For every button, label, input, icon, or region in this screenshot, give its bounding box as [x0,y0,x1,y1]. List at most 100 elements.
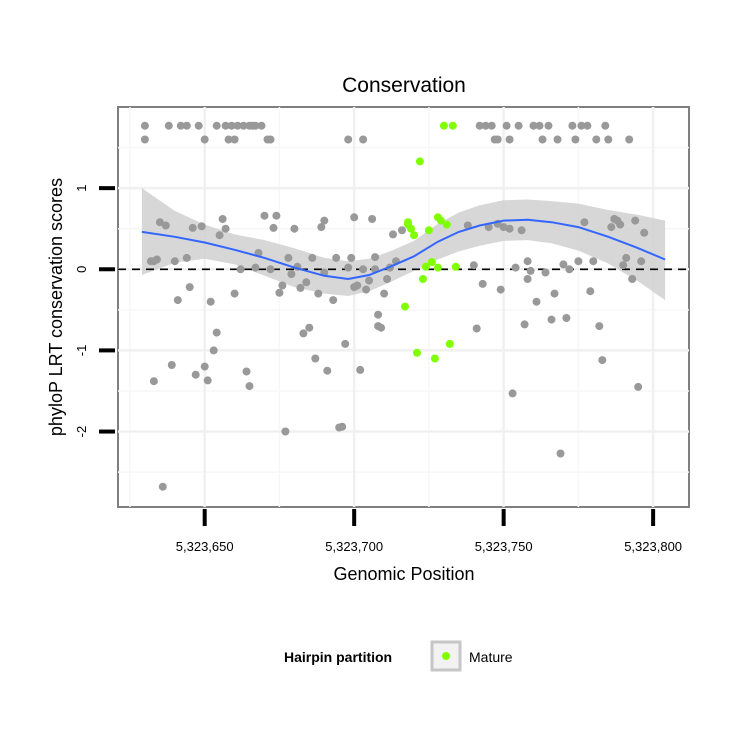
x-axis-title: Genomic Position [333,564,474,584]
other-point [215,231,224,240]
other-point [164,121,173,130]
mature-point [442,220,451,229]
other-point [197,222,206,231]
other-point [541,268,550,277]
other-point [257,121,266,130]
other-point [173,296,182,305]
other-point [619,261,628,270]
mature-point [401,302,409,311]
other-point [529,121,538,130]
other-point [398,226,406,235]
other-point [637,257,646,266]
other-point [607,223,616,232]
other-point [535,121,544,130]
other-point [571,135,580,144]
other-point [287,270,296,279]
other-point [625,135,634,144]
other-point [475,121,484,130]
other-point [266,265,275,274]
other-point [532,297,541,306]
other-point [185,283,194,292]
mature-point [433,263,442,272]
other-point [329,296,338,305]
other-points [140,121,649,491]
other-point [356,365,365,374]
other-point [380,289,389,298]
other-point [499,223,508,232]
other-point [302,278,311,287]
other-point [523,275,532,283]
other-point [323,366,332,375]
other-point [281,427,290,436]
other-point [377,323,386,332]
other-point [631,216,640,225]
other-point [203,376,212,385]
other-point [371,253,380,262]
other-point [224,135,233,144]
other-point [317,223,326,232]
other-point [544,121,553,130]
mature-point [427,258,436,266]
other-point [269,223,278,232]
other-point [170,257,179,266]
mature-point [418,275,427,283]
other-point [550,289,559,298]
y-axis: -2 -1 0 1 [74,185,115,437]
other-point [493,135,502,144]
other-point [320,216,329,225]
other-point [589,257,598,266]
other-point [580,218,589,227]
plot-panel [117,106,690,508]
other-point [149,377,158,386]
other-point [565,265,574,274]
mature-point [451,262,460,271]
other-point [583,121,592,130]
other-point [628,275,637,283]
other-point [347,253,356,262]
legend: Hairpin partition Mature [284,640,513,672]
other-point [266,135,275,144]
other-point [562,314,571,322]
other-point [553,135,562,144]
other-point [344,135,353,144]
other-point [200,135,209,144]
other-point [362,285,371,294]
other-point [140,121,149,130]
mature-point [430,354,439,363]
other-point [604,135,613,144]
y-tick-label: 1 [74,185,89,192]
x-tick-label: 5,323,750 [475,539,533,554]
other-point [389,230,397,239]
other-point [188,223,197,232]
other-point [484,223,493,232]
other-point [230,289,239,298]
mature-point [413,348,421,357]
other-point [182,253,191,262]
y-tick-label: -1 [74,345,89,357]
other-point [182,121,191,130]
other-point [640,228,649,237]
other-point [200,362,209,371]
mature-point [439,121,448,130]
other-point [206,297,215,306]
gridlines [118,107,689,507]
loess-smooth-line [141,218,666,281]
other-point [155,218,164,227]
legend-label-mature: Mature [469,649,513,665]
other-point [622,253,631,262]
other-point [481,121,490,130]
other-point [469,261,478,270]
other-point [341,339,350,348]
other-point [296,283,305,292]
other-point [538,135,547,144]
other-point [278,281,287,290]
other-point [514,121,523,130]
other-point [574,257,583,266]
other-point [212,121,221,130]
other-point [383,275,392,283]
mature-point [445,339,454,348]
other-point [547,315,556,324]
other-point [344,263,353,272]
x-axis: 5,323,650 5,323,700 5,323,750 5,323,800 [176,509,682,554]
